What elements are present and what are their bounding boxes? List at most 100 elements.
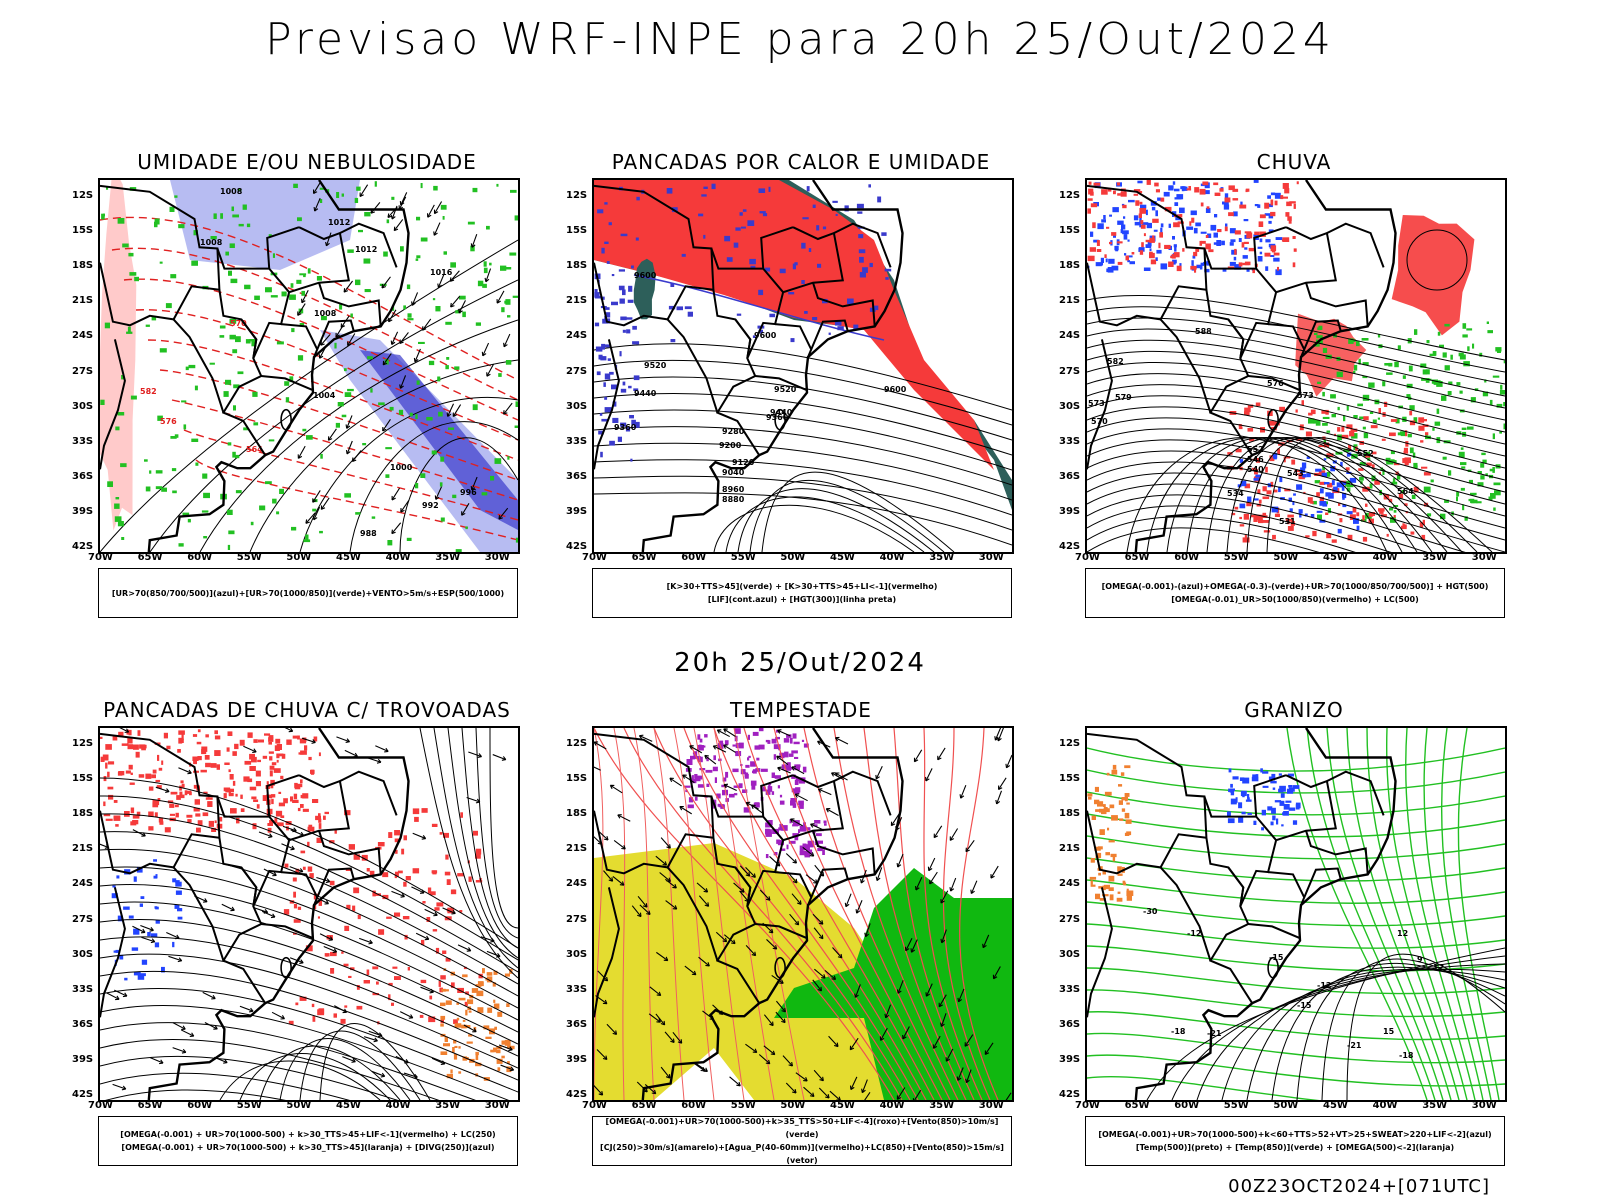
legend-tempestade: [OMEGA(-0.001)+UR>70(1000-500)+k>35_TTS>… <box>592 1116 1012 1166</box>
lon-tick-label: 35W <box>1422 552 1448 563</box>
lat-tick-label: 27S <box>566 913 588 925</box>
lon-tick-label: 65W <box>137 1100 163 1111</box>
lat-tick-label: 15S <box>1059 773 1081 785</box>
omega-green-band <box>1308 321 1505 523</box>
lon-tick-label: 40W <box>385 552 411 563</box>
lagoa-dos-patos <box>1267 408 1279 431</box>
lat-tick-label: 15S <box>72 773 94 785</box>
lat-tick-label: 24S <box>1059 878 1081 890</box>
lat-tick-label: 12S <box>1059 738 1081 749</box>
contour-label: 992 <box>422 501 439 510</box>
lon-tick-label: 55W <box>730 552 756 563</box>
lat-tick-label: 42S <box>566 541 588 552</box>
contour-label: 9360 <box>766 413 789 422</box>
panel-title-pancadas-calor: PANCADAS POR CALOR E UMIDADE <box>611 150 991 174</box>
lon-tick-label: 60W <box>1174 1100 1200 1111</box>
lat-tick-label: 33S <box>1059 435 1081 447</box>
lat-tick-label: 24S <box>566 878 588 890</box>
lat-tick-label: 33S <box>72 435 94 447</box>
contour-label: 552 <box>1357 449 1374 458</box>
lif-blue-west <box>594 261 640 462</box>
wind-vectors <box>297 181 513 535</box>
lon-tick-label: 50W <box>286 552 312 563</box>
lon-tick-label: 40W <box>385 1100 411 1111</box>
omega-blue-south <box>1237 452 1360 534</box>
contour-label: 1016 <box>430 268 453 277</box>
lat-tick-label: 36S <box>1059 470 1081 482</box>
legend-chuva: [OMEGA(-0.001)-(azul)+OMEGA(-0.3)-(verde… <box>1085 568 1505 618</box>
lat-tick-label: 39S <box>566 505 588 517</box>
rain-red-patches-north <box>1087 180 1299 274</box>
lat-tick-label: 27S <box>1059 365 1081 377</box>
contour-label: 988 <box>360 529 377 538</box>
contour-label: 588 <box>1195 327 1212 336</box>
storm-red-band <box>280 808 483 1025</box>
lon-tick-label: 35W <box>435 552 461 563</box>
contour-label: 15 <box>1383 1027 1395 1036</box>
lagoa-dos-patos <box>280 408 292 431</box>
lat-tick-label: 33S <box>566 983 588 995</box>
coastline <box>1134 180 1397 552</box>
map-chuva: 588 582 579 576 573 570 564 552 546 540 534 531 543 5… <box>1085 178 1507 554</box>
lon-tick-label: 70W <box>88 552 113 563</box>
lat-tick-label: 21S <box>566 843 588 855</box>
rain-red-blob-ne <box>1391 215 1475 336</box>
contour-label: -12 <box>1317 981 1331 990</box>
panel-title-trovoadas: PANCADAS DE CHUVA C/ TROVOADAS <box>103 698 511 722</box>
contour-label: 564 <box>1397 487 1414 496</box>
lon-tick-label: 30W <box>978 552 1004 563</box>
lat-tick-label: 24S <box>72 878 94 890</box>
lon-tick-label: 60W <box>681 552 707 563</box>
lon-tick-label: 65W <box>631 552 657 563</box>
contour-label: 9280 <box>722 427 745 436</box>
pressure-contours <box>100 239 518 552</box>
lat-tick-label: 21S <box>566 295 588 307</box>
coastline <box>641 728 904 1100</box>
contour-label: 576 <box>160 417 177 426</box>
lagoa-dos-patos <box>774 956 786 979</box>
contour-label: 534 <box>1227 489 1244 498</box>
lon-tick-label: 50W <box>780 552 806 563</box>
contour-label: 1012 <box>355 245 377 254</box>
lon-tick-label: 60W <box>681 1100 707 1111</box>
contour-label: -21 <box>1347 1041 1362 1050</box>
hgt300-trough <box>713 471 955 552</box>
lon-tick-label: 55W <box>1223 1100 1249 1111</box>
contour-label: 9440 <box>770 408 793 417</box>
contour-label: -30 <box>1143 907 1158 916</box>
hail-blue-patches <box>1227 768 1301 831</box>
lon-tick-label: 70W <box>1075 552 1100 563</box>
lon-tick-label: 55W <box>236 552 262 563</box>
lat-tick-label: 18S <box>72 808 94 820</box>
lat-tick-label: 30S <box>72 400 94 412</box>
contour-label: 573 <box>1297 391 1314 400</box>
contour-label: 12 <box>1397 929 1408 938</box>
omega-orange-west <box>1087 764 1134 902</box>
lat-tick-label: 15S <box>1059 225 1081 237</box>
lon-tick-label: 30W <box>978 1100 1004 1111</box>
lat-tick-label: 18S <box>1059 260 1081 272</box>
lon-tick-label: 40W <box>1372 552 1398 563</box>
lat-tick-label: 27S <box>72 365 94 377</box>
lat-tick-label: 42S <box>566 1089 588 1100</box>
lon-tick-label: 60W <box>1174 552 1200 563</box>
lat-tick-label: 39S <box>566 1053 588 1065</box>
lat-tick-label: 27S <box>72 913 94 925</box>
lat-tick-label: 33S <box>72 983 94 995</box>
legend-line: [OMEGA(-0.001) + UR>70(1000-500) + k>30_… <box>120 1130 496 1139</box>
contour-label: 531 <box>1279 517 1296 526</box>
lon-tick-label: 70W <box>88 1100 113 1111</box>
lon-tick-label: 45W <box>336 552 361 563</box>
legend-line: [CJ(250)>30m/s](amarelo)+[Agua_P(40-60mm… <box>600 1143 1004 1165</box>
lon-tick-label: 50W <box>286 1100 312 1111</box>
lat-tick-label: 18S <box>566 260 588 272</box>
lat-tick-label: 12S <box>72 190 94 201</box>
lat-tick-label: 30S <box>1059 400 1081 412</box>
legend-line: [Temp(500)](preto) + [Temp(850)](verde) … <box>1135 1143 1455 1152</box>
lon-tick-label: 50W <box>1273 1100 1299 1111</box>
legend-pancadas-calor: [K>30+TTS>45](verde) + [K>30+TTS>45+LI<-… <box>592 568 1012 618</box>
page-title: Previsao WRF-INPE para 20h 25/Out/2024 <box>265 14 1335 65</box>
legend-line: [LIF](cont.azul) + [HGT(300)](linha pret… <box>707 595 897 604</box>
low-level-humidity-green <box>100 181 518 552</box>
contour-label: -18 <box>1171 1027 1186 1036</box>
